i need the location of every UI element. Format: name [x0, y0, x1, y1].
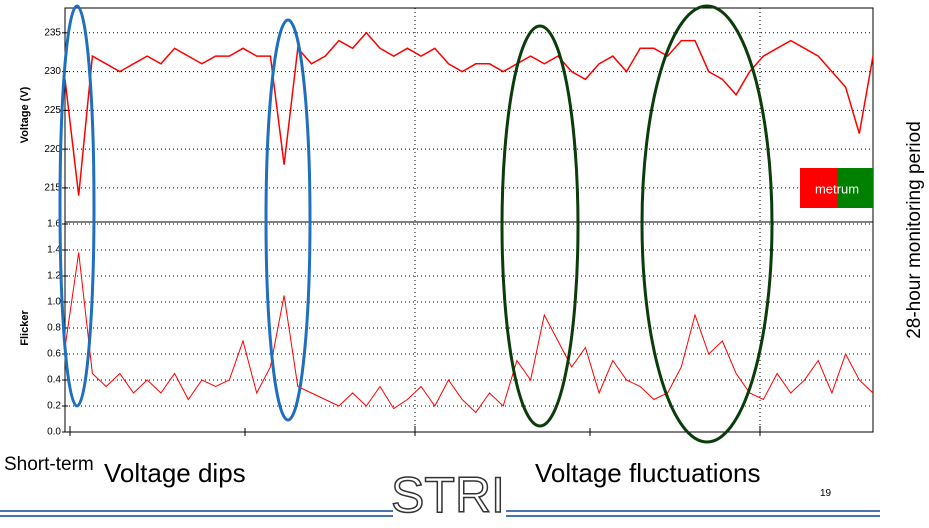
annotation-ellipses	[58, 4, 774, 444]
y-tick-label: 1.2	[47, 271, 61, 282]
y-tick-label: 0.2	[47, 401, 61, 412]
x-grid	[414, 8, 761, 432]
y-tick-label: 215	[44, 183, 61, 194]
footer-rules	[0, 510, 880, 517]
y-tick-label: 230	[44, 66, 61, 77]
x-ticks	[69, 426, 761, 436]
y-tick-label: 1.0	[47, 297, 61, 308]
side-label: 28-hour monitoring period	[904, 121, 925, 339]
y-tick-label: 1.4	[47, 245, 61, 256]
series-line	[64, 31, 874, 196]
page-number: 19	[820, 488, 832, 499]
dips-label: Voltage dips	[104, 458, 246, 488]
y-tick-label: 0.0	[47, 427, 61, 438]
series-line	[64, 252, 874, 414]
dips-box	[98, 452, 270, 492]
logo: STRI	[391, 467, 505, 523]
y-axis-label: Flicker	[19, 310, 31, 346]
y-axis-label: Voltage (V)	[19, 86, 31, 143]
y-tick-label: 225	[44, 105, 61, 116]
y-tick-label: 0.4	[47, 375, 61, 386]
y-tick-label: 1.6	[47, 219, 61, 230]
badge-red	[800, 168, 838, 208]
y-tick-label: 235	[44, 27, 61, 38]
plot-frame	[64, 7, 874, 433]
badge-green	[838, 168, 873, 208]
badge-text: metrum	[815, 181, 859, 196]
fluctuations-label: Voltage fluctuations	[535, 458, 761, 488]
y-tick-label: 0.6	[47, 349, 61, 360]
y-tick-label: 0.8	[47, 323, 61, 334]
y-tick-label: 220	[44, 144, 61, 155]
